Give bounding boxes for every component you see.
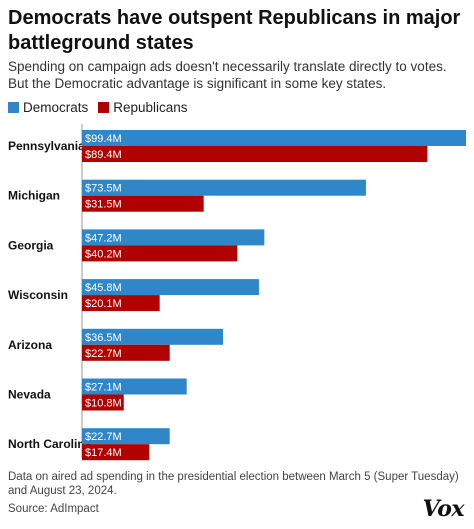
data-label-democrats: $22.7M	[85, 431, 122, 443]
bar-republicans	[82, 344, 170, 361]
legend: Democrats Republicans	[8, 100, 188, 115]
bar-republicans	[82, 245, 238, 262]
bar-democrats	[82, 428, 170, 445]
bar-democrats	[82, 130, 466, 146]
category-label: Arizona	[8, 338, 52, 352]
bar-republicans	[82, 444, 150, 461]
data-label-democrats: $45.8M	[85, 282, 122, 294]
bar-democrats	[82, 378, 187, 395]
bar-democrats	[82, 328, 224, 345]
legend-item-republicans: Republicans	[98, 100, 188, 115]
bar-republicans	[82, 195, 204, 212]
data-label-democrats: $73.5M	[85, 183, 122, 195]
data-label-republicans: $89.4M	[85, 149, 122, 161]
bar-republicans	[82, 146, 428, 162]
category-label: Nevada	[8, 388, 51, 402]
footnote: Data on aired ad spending in the preside…	[8, 471, 459, 497]
data-label-democrats: $27.1M	[85, 382, 122, 394]
legend-swatch-republicans	[98, 102, 110, 113]
bar-democrats	[82, 279, 259, 296]
category-label: North Carolina	[8, 437, 92, 451]
data-label-republicans: $10.8M	[85, 398, 122, 410]
data-label-republicans: $17.4M	[85, 447, 122, 459]
vox-logo: Vox	[422, 496, 465, 522]
data-label-republicans: $22.7M	[85, 348, 122, 360]
data-label-republicans: $40.2M	[85, 248, 122, 260]
data-label-republicans: $20.1M	[85, 298, 122, 310]
bar-republicans	[82, 295, 160, 312]
legend-item-democrats: Democrats	[8, 100, 88, 115]
data-label-democrats: $36.5M	[85, 332, 122, 344]
legend-label-republicans: Republicans	[113, 100, 188, 115]
chart-subtitle: Spending on campaign ads doesn't necessa…	[8, 59, 447, 91]
data-label-democrats: $99.4M	[85, 133, 122, 145]
category-label: Pennsylvania	[8, 139, 85, 153]
chart-title: Democrats have outspent Republicans in m…	[8, 7, 461, 54]
category-label: Michigan	[8, 189, 60, 203]
data-label-democrats: $47.2M	[85, 232, 122, 244]
legend-label-democrats: Democrats	[23, 100, 89, 115]
data-label-republicans: $31.5M	[85, 199, 122, 211]
bar-democrats	[82, 229, 265, 246]
source-note: Source: AdImpact	[8, 503, 99, 515]
bar-republicans	[82, 394, 124, 411]
legend-swatch-democrats	[8, 102, 19, 113]
category-label: Georgia	[8, 238, 54, 252]
bar-democrats	[82, 179, 366, 196]
bar-chart: Pennsylvania $99.4M $89.4M Michigan $73.5M $3…	[8, 124, 466, 461]
category-label: Wisconsin	[8, 288, 68, 302]
